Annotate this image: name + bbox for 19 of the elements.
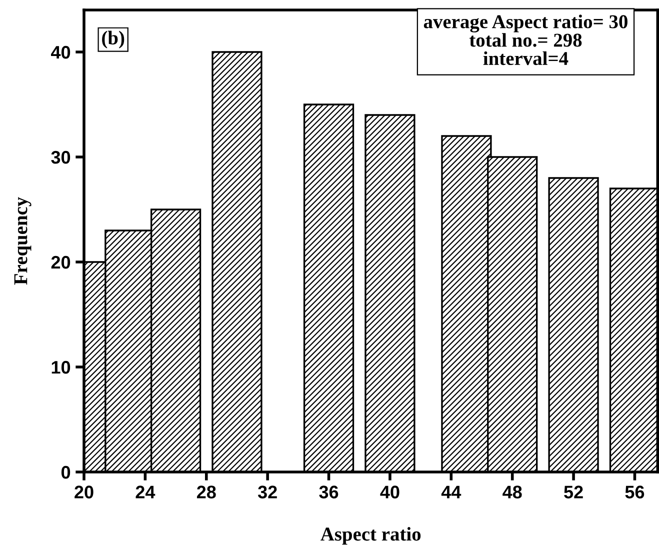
x-tick-label: 32 xyxy=(258,486,277,498)
y-axis-title: Frequency xyxy=(14,197,32,285)
annotation: average Aspect ratio= 30 total no.= 298 interval=4 xyxy=(424,14,628,66)
x-tick-label: 28 xyxy=(196,486,216,498)
x-axis-title: Aspect ratio xyxy=(320,527,421,545)
y-tick-label: 0 xyxy=(61,466,70,479)
x-tick-label: 40 xyxy=(380,486,400,498)
y-tick-label: 10 xyxy=(52,360,70,374)
y-tick-label: 30 xyxy=(51,150,70,164)
x-tick-label: 48 xyxy=(502,486,522,498)
x-tick-label: 52 xyxy=(564,486,583,498)
x-tick-label: 56 xyxy=(625,486,644,498)
x-tick-label: 44 xyxy=(441,486,462,498)
x-tick-label: 36 xyxy=(319,486,338,498)
y-tick-label: 20 xyxy=(51,256,70,269)
x-tick-label: 20 xyxy=(74,486,94,498)
x-tick-label: 24 xyxy=(136,486,156,498)
annotation: (b) xyxy=(102,30,124,48)
y-tick-label: 40 xyxy=(51,46,70,59)
